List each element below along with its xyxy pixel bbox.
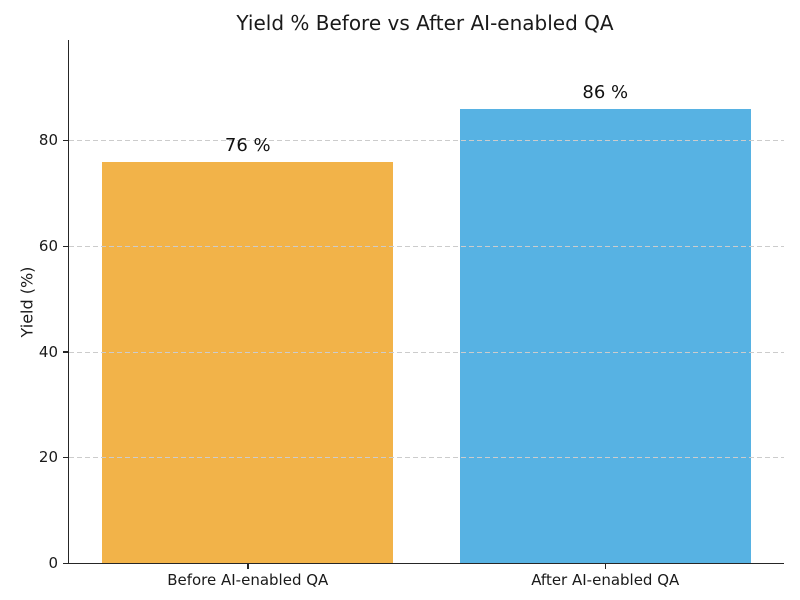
- y-tick-label-0: 0: [48, 554, 58, 572]
- y-tick-label-40: 40: [38, 342, 58, 361]
- plot-area: 0 20 40 60 80 76 % Before AI-enabled QA 86 % Aft…: [39, 40, 784, 589]
- x-tick-before-ai-enabled-qa: [247, 563, 249, 569]
- y-tick-80: [63, 139, 69, 142]
- y-tick-60: [63, 245, 69, 248]
- chart-title: Yield % Before vs After AI-enabled QA: [236, 11, 614, 35]
- gridline-40: [69, 351, 784, 353]
- bar-before-ai-enabled-qa: [102, 161, 394, 563]
- y-tick-20: [63, 456, 69, 459]
- y-tick-40: [63, 351, 69, 353]
- y-tick-0: [63, 562, 69, 564]
- x-tick-after-ai-enabled-qa: [604, 563, 606, 569]
- y-tick-label-20: 20: [38, 448, 58, 467]
- y-tick-label-80: 80: [38, 131, 58, 150]
- y-axis-label: Yield (%): [17, 266, 37, 338]
- bar-value-label-before-ai-enabled-qa: 76 %: [224, 134, 271, 156]
- gridline-80: [69, 140, 784, 142]
- gridline-20: [69, 457, 784, 459]
- x-tick-label-after-ai-enabled-qa: After AI-enabled QA: [531, 571, 680, 589]
- x-tick-label-before-ai-enabled-qa: Before AI-enabled QA: [167, 571, 329, 589]
- gridline-60: [69, 246, 784, 248]
- bar-value-label-after-ai-enabled-qa: 86 %: [582, 81, 629, 103]
- bar-after-ai-enabled-qa: [459, 108, 751, 563]
- y-tick-label-60: 60: [38, 237, 58, 256]
